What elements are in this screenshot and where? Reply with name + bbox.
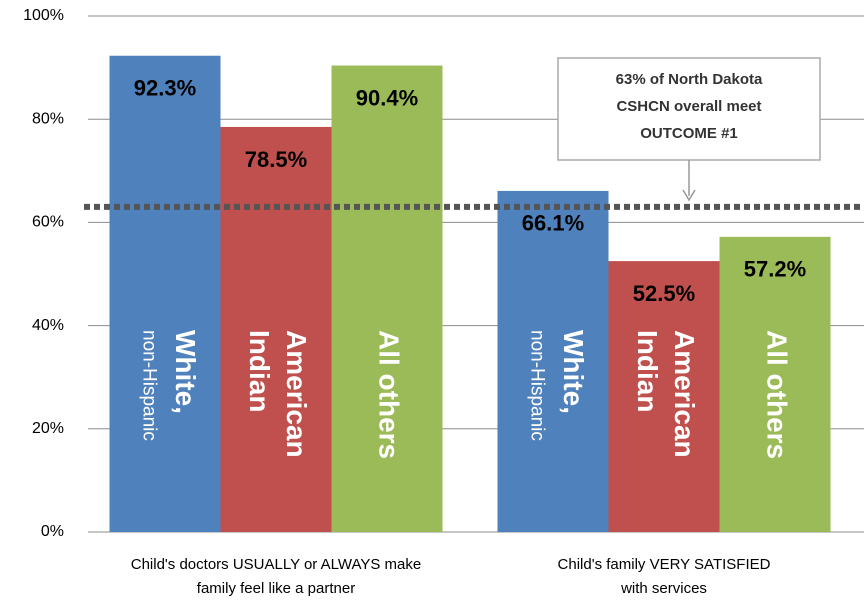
series-name-line: Indian [244, 330, 275, 412]
series-name-line: White, [558, 330, 589, 414]
value-label: 78.5% [245, 147, 307, 172]
value-label: 52.5% [633, 281, 695, 306]
value-label: 57.2% [744, 257, 806, 282]
annotation-text: OUTCOME #1 [640, 125, 738, 142]
series-name: White, non-Hispanic [138, 330, 201, 441]
overlay: Child's doctors USUALLY or ALWAYS make fa… [84, 57, 864, 597]
bar [109, 55, 221, 533]
bar [497, 190, 609, 532]
value-label: 90.4% [356, 85, 418, 110]
annotation-text: CSHCN overall meet [616, 98, 761, 115]
annotation-arrowhead [682, 189, 696, 202]
value-label: 92.3% [134, 76, 196, 101]
series-name-line: All others [374, 330, 405, 459]
x-tick-label: with services [620, 580, 707, 597]
y-tick-label: 100% [23, 7, 64, 24]
series-name-line: Indian [632, 330, 663, 412]
x-tick-label: family feel like a partner [197, 580, 355, 597]
bar [331, 65, 443, 532]
bar [719, 236, 831, 532]
bars [109, 55, 831, 533]
y-tick-label: 0% [41, 523, 64, 540]
annotation-text: 63% of North Dakota [616, 71, 763, 88]
series-name: All others [374, 330, 405, 459]
y-tick-label: 20% [32, 420, 64, 437]
bar [220, 126, 332, 532]
y-tick-label: 60% [32, 214, 64, 231]
series-name: All others [762, 330, 793, 459]
value-label: 66.1% [522, 211, 584, 236]
series-name-line: White, [170, 330, 201, 414]
series-name-line: All others [762, 330, 793, 459]
x-tick-label: Child's family VERY SATISFIED [558, 556, 771, 573]
annotation-box [557, 57, 821, 161]
series-name: White, non-Hispanic [526, 330, 589, 441]
bar [608, 261, 720, 532]
y-tick-label: 80% [32, 110, 64, 127]
series-name-line: American [669, 330, 700, 458]
series-name-line: non-Hispanic [526, 330, 547, 441]
series-name-line: non-Hispanic [138, 330, 159, 441]
series-name-line: American [281, 330, 312, 458]
x-tick-label: Child's doctors USUALLY or ALWAYS make [131, 556, 421, 573]
y-tick-label: 40% [32, 317, 64, 334]
